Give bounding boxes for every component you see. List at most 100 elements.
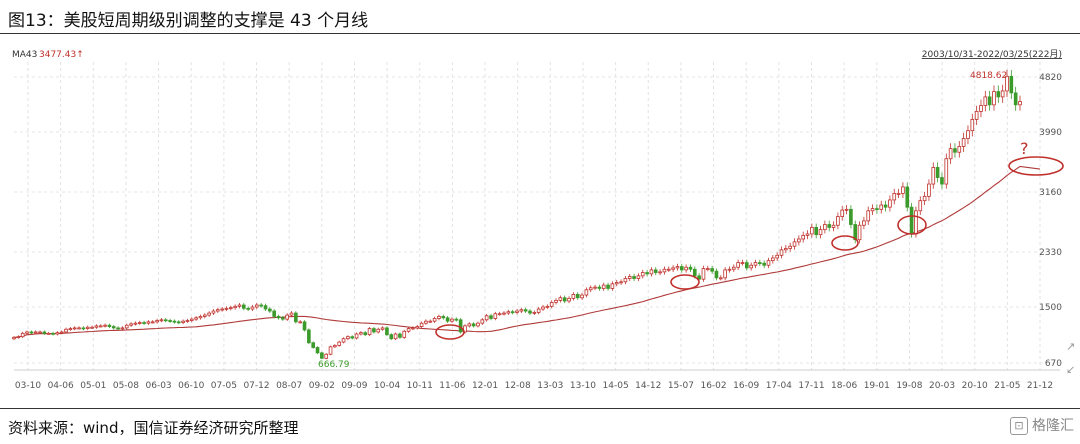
candle-body [593, 286, 597, 289]
candle-body [931, 167, 936, 185]
candle-body [346, 336, 350, 340]
candle-body [107, 324, 112, 327]
candle-body [640, 272, 645, 277]
candle-body [207, 312, 211, 316]
candle-body [359, 332, 363, 335]
candle-body [697, 275, 701, 280]
x-tick-label: 20-03 [929, 381, 955, 391]
candle-body [72, 327, 77, 330]
candle-body [619, 281, 623, 284]
candle-body [489, 315, 493, 319]
candle-body [406, 328, 411, 332]
x-tick-label: 18-06 [831, 381, 857, 391]
candle-body [25, 331, 29, 334]
candle-body [38, 331, 42, 334]
candle-body [549, 301, 554, 307]
x-tick-label: 14-05 [603, 381, 629, 391]
candle-body [311, 342, 316, 348]
y-tick-label: 670 [1045, 359, 1062, 369]
candle-body [285, 314, 289, 320]
candle-body [705, 268, 710, 270]
candle-body [64, 328, 68, 333]
candle-body [562, 297, 567, 302]
candle-body [736, 262, 740, 268]
logo-text: 格隆汇 [1032, 418, 1074, 434]
candle-body [675, 266, 680, 269]
x-tick-label: 19-08 [896, 381, 922, 391]
x-tick-label: 17-04 [766, 381, 792, 391]
candle-body [98, 325, 103, 328]
watermark-logo: ⊡ 格隆汇 [1010, 415, 1074, 435]
candle-body [55, 332, 60, 335]
candle-body [428, 320, 433, 323]
candle-body [268, 308, 272, 312]
candle-body [81, 327, 86, 330]
candle-body [116, 327, 120, 330]
candle-body [857, 224, 862, 241]
candle-body [892, 193, 897, 201]
candle-body [189, 318, 194, 321]
candle-body [281, 317, 285, 320]
candle-body [601, 284, 606, 289]
candle-body [454, 318, 459, 321]
candle-body [554, 299, 558, 303]
candle-body [901, 186, 905, 194]
candle-body [862, 220, 866, 226]
candle-body [883, 204, 888, 208]
candle-body [237, 304, 242, 307]
candle-body [441, 316, 446, 319]
candle-body [948, 148, 953, 160]
candle-body [645, 272, 649, 275]
candle-body [597, 286, 602, 289]
candle-body [996, 91, 1001, 98]
candle-body [953, 148, 957, 153]
candle-body [818, 229, 823, 236]
candle-body [545, 305, 550, 308]
x-tick-label: 19-01 [864, 381, 890, 391]
candle-body [879, 204, 884, 210]
candle-body [727, 268, 732, 271]
candle-body [484, 315, 489, 321]
candle-body [480, 319, 485, 324]
support-circle [435, 324, 465, 340]
candle-body [229, 307, 233, 310]
bottom-rule [0, 408, 1080, 409]
resize-arrow-icon: ↗ [1066, 340, 1075, 353]
source-note: 资料来源：wind，国信证券经济研究所整理 [8, 419, 299, 437]
candle-body [202, 314, 207, 317]
candle-body [276, 316, 281, 319]
logo-icon: ⊡ [1010, 417, 1028, 435]
candle-body [810, 227, 814, 235]
candle-body [658, 271, 662, 274]
candle-body [849, 208, 853, 225]
candle-body [220, 308, 224, 311]
candle-body [541, 306, 545, 310]
grid-lines [14, 62, 1060, 370]
candle-body [684, 266, 688, 271]
x-tick-label: 07-05 [211, 381, 237, 391]
x-tick-label: 07-12 [243, 381, 269, 391]
candle-body [476, 322, 480, 327]
candle-body [419, 322, 424, 327]
support-circle [670, 274, 700, 290]
candle-body [944, 158, 949, 185]
candle-body [20, 332, 25, 338]
candle-body [801, 234, 805, 240]
candle-body [896, 193, 901, 195]
candle-body [163, 319, 168, 322]
candle-body [922, 195, 927, 202]
candle-body [523, 309, 528, 312]
candle-body [909, 206, 914, 235]
candle-body [974, 111, 979, 120]
candle-body [792, 241, 797, 247]
candle-body [779, 249, 784, 256]
candle-body [233, 305, 237, 309]
candle-body [510, 311, 515, 314]
y-tick-label: 2330 [1039, 248, 1062, 258]
candle-body [1009, 75, 1014, 94]
candle-body [42, 331, 47, 334]
candle-body [103, 324, 107, 327]
candle-body [46, 332, 51, 335]
candle-body [437, 316, 441, 319]
candle-body [246, 307, 250, 310]
